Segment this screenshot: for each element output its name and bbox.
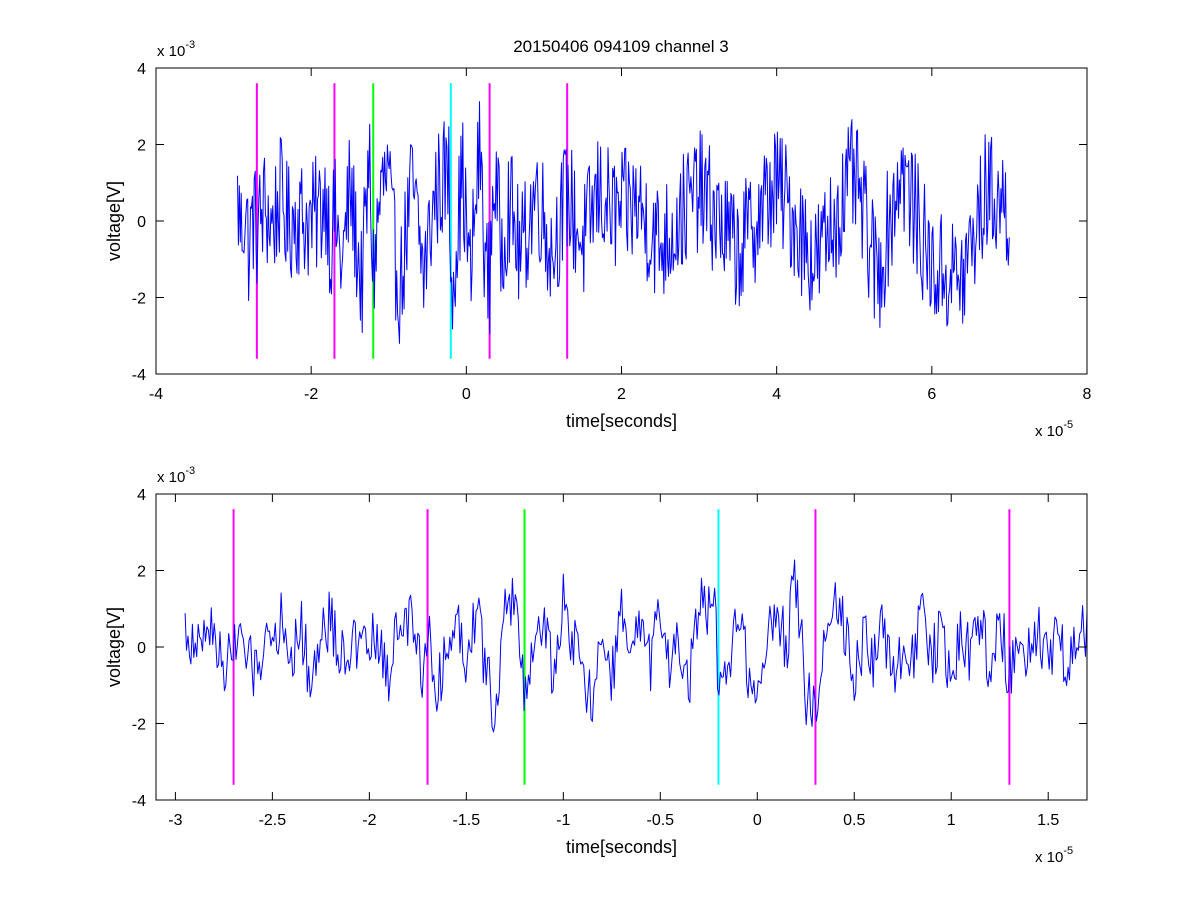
bottom-x-tick-label: -2 — [362, 812, 376, 829]
top-x-tick-label: 8 — [1083, 386, 1092, 403]
bottom-y-axis-label: voltage[V] — [104, 607, 124, 687]
bottom-x-tick-label: 1.5 — [1037, 812, 1059, 829]
bottom-panel: -3 -2.5 -2 -1.5 -1 -0.5 0 0.5 1 1.5 -4 -2 0 2 4 time[… — [104, 465, 1088, 866]
top-x-axis-label: time[seconds] — [566, 411, 677, 431]
top-x-tick-label: 2 — [617, 386, 626, 403]
bottom-markers — [232, 509, 1011, 785]
top-voltage-line — [237, 101, 1010, 344]
bottom-x-exponent-base: x 10 — [1035, 849, 1063, 866]
bottom-y-exponent-base: x 10 — [157, 469, 185, 486]
bottom-x-tick-label: -1 — [556, 812, 570, 829]
bottom-y-tick-label: 0 — [137, 640, 146, 657]
top-panel: -4 -2 0 2 4 6 8 -4 -2 0 2 4 time[seconds] voltage[… — [104, 39, 1092, 440]
top-x-exponent-power: -5 — [1063, 419, 1073, 431]
bottom-x-exponent: x 10-5 — [1035, 845, 1073, 866]
bottom-y-tick-label: -4 — [132, 793, 146, 810]
bottom-y-ticks: -4 -2 0 2 4 — [132, 487, 1087, 810]
bottom-y-exponent-power: -3 — [185, 465, 195, 477]
bottom-x-tick-label: 0 — [753, 812, 762, 829]
bottom-x-ticks: -3 -2.5 -2 -1.5 -1 -0.5 0 0.5 1 1.5 — [168, 494, 1059, 829]
top-y-exponent: x 10-3 — [157, 39, 195, 60]
bottom-x-tick-label: -0.5 — [647, 812, 675, 829]
top-x-tick-label: 6 — [927, 386, 936, 403]
bottom-y-tick-label: 2 — [137, 564, 146, 581]
bottom-x-tick-label: -1.5 — [453, 812, 481, 829]
top-x-tick-label: 4 — [772, 386, 781, 403]
top-x-tick-label: -2 — [304, 386, 318, 403]
top-x-tick-label: 0 — [462, 386, 471, 403]
top-markers — [255, 83, 569, 359]
bottom-x-exponent-power: -5 — [1063, 845, 1073, 857]
bottom-axes-box — [155, 493, 1088, 801]
bottom-x-tick-label: 1 — [947, 812, 956, 829]
bottom-y-tick-label: -2 — [132, 717, 146, 734]
top-y-exponent-base: x 10 — [157, 43, 185, 60]
top-x-exponent-base: x 10 — [1035, 423, 1063, 440]
bottom-x-tick-label: 0.5 — [843, 812, 865, 829]
top-y-tick-label: 0 — [137, 214, 146, 231]
top-y-tick-label: 2 — [137, 138, 146, 155]
top-y-axis-label: voltage[V] — [104, 181, 124, 261]
bottom-y-exponent: x 10-3 — [157, 465, 195, 486]
top-x-exponent: x 10-5 — [1035, 419, 1073, 440]
top-x-tick-label: -4 — [149, 386, 163, 403]
top-y-exponent-power: -3 — [185, 39, 195, 51]
bottom-voltage-line — [184, 559, 1088, 733]
top-y-tick-label: -2 — [132, 291, 146, 308]
figure-title: 20150406 094109 channel 3 — [513, 37, 729, 56]
bottom-y-tick-label: 4 — [137, 487, 146, 504]
bottom-x-axis-label: time[seconds] — [566, 837, 677, 857]
top-y-ticks: -4 -2 0 2 4 — [132, 61, 1087, 384]
top-x-ticks: -4 -2 0 2 4 6 8 — [149, 68, 1092, 403]
bottom-x-tick-label: -2.5 — [259, 812, 287, 829]
top-y-tick-label: -4 — [132, 367, 146, 384]
top-y-tick-label: 4 — [137, 61, 146, 78]
bottom-x-tick-label: -3 — [168, 812, 182, 829]
